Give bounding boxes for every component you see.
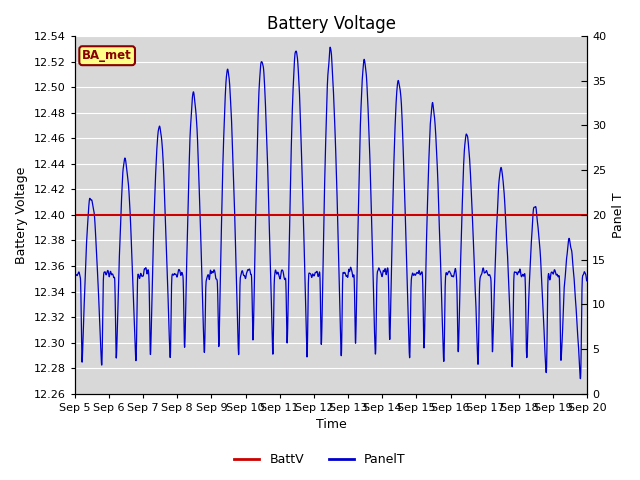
Title: Battery Voltage: Battery Voltage xyxy=(266,15,396,33)
Y-axis label: Panel T: Panel T xyxy=(612,192,625,238)
Text: BA_met: BA_met xyxy=(83,49,132,62)
Legend: BattV, PanelT: BattV, PanelT xyxy=(229,448,411,471)
X-axis label: Time: Time xyxy=(316,419,346,432)
Y-axis label: Battery Voltage: Battery Voltage xyxy=(15,166,28,264)
